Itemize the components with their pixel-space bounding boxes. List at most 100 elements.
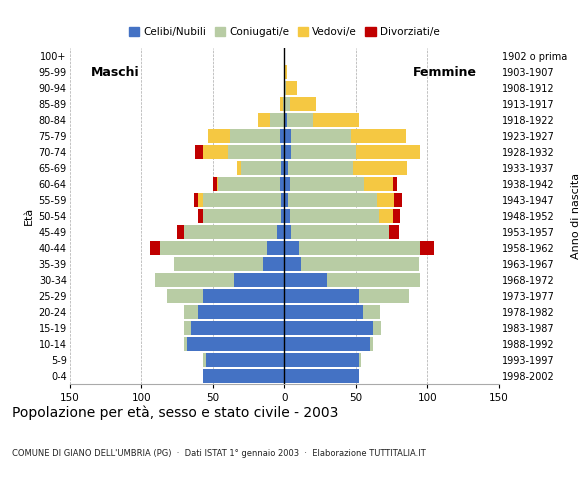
Bar xyxy=(270,113,284,127)
Bar xyxy=(290,97,316,110)
Bar xyxy=(288,161,353,175)
Bar xyxy=(280,97,283,110)
Bar xyxy=(217,178,219,191)
Bar xyxy=(208,130,230,143)
Y-axis label: Età: Età xyxy=(24,207,34,225)
Bar xyxy=(420,241,434,254)
Bar xyxy=(198,193,202,206)
Bar xyxy=(174,257,263,271)
Bar xyxy=(205,353,284,367)
Bar xyxy=(234,274,284,287)
Bar xyxy=(167,289,202,302)
Bar xyxy=(284,370,358,383)
Bar xyxy=(237,161,241,175)
Bar xyxy=(187,337,284,350)
Bar xyxy=(284,97,290,110)
Bar xyxy=(291,130,351,143)
Text: Femmine: Femmine xyxy=(414,65,477,79)
Bar xyxy=(358,289,409,302)
Bar xyxy=(284,257,302,271)
Bar xyxy=(184,322,191,335)
Bar xyxy=(370,337,373,350)
Bar xyxy=(277,226,284,239)
Bar xyxy=(284,241,299,254)
Bar xyxy=(202,209,281,223)
Bar xyxy=(284,226,291,239)
Bar xyxy=(284,305,363,319)
Bar xyxy=(177,226,184,239)
Bar xyxy=(358,353,361,367)
Bar xyxy=(191,322,284,335)
Bar xyxy=(202,145,229,158)
Bar xyxy=(259,113,270,127)
Bar xyxy=(299,241,420,254)
Bar xyxy=(288,193,377,206)
Bar xyxy=(313,113,358,127)
Bar xyxy=(327,274,420,287)
Bar xyxy=(291,226,389,239)
Bar xyxy=(364,178,393,191)
Bar xyxy=(280,130,284,143)
Text: Popolazione per età, sesso e stato civile - 2003: Popolazione per età, sesso e stato civil… xyxy=(12,406,338,420)
Bar xyxy=(284,113,287,127)
Bar xyxy=(284,337,370,350)
Bar xyxy=(230,130,280,143)
Bar xyxy=(202,353,205,367)
Bar xyxy=(150,241,160,254)
Bar xyxy=(353,161,407,175)
Bar xyxy=(195,145,202,158)
Text: Maschi: Maschi xyxy=(91,65,140,79)
Bar xyxy=(283,97,284,110)
Bar xyxy=(241,161,281,175)
Bar xyxy=(377,193,394,206)
Bar xyxy=(379,209,393,223)
Bar xyxy=(285,82,297,95)
Bar xyxy=(160,241,267,254)
Bar xyxy=(284,209,290,223)
Bar xyxy=(373,322,382,335)
Bar xyxy=(290,178,364,191)
Bar xyxy=(281,193,284,206)
Bar xyxy=(363,305,380,319)
Bar xyxy=(284,178,290,191)
Bar xyxy=(202,193,281,206)
Bar xyxy=(393,178,397,191)
Bar xyxy=(284,65,287,79)
Bar xyxy=(393,209,400,223)
Bar xyxy=(284,353,358,367)
Bar xyxy=(198,305,284,319)
Bar xyxy=(213,178,217,191)
Bar xyxy=(280,178,284,191)
Bar xyxy=(284,82,285,95)
Y-axis label: Anno di nascita: Anno di nascita xyxy=(571,173,580,259)
Bar xyxy=(291,145,356,158)
Bar xyxy=(302,257,419,271)
Bar xyxy=(284,161,288,175)
Bar xyxy=(198,209,202,223)
Bar xyxy=(263,257,284,271)
Bar xyxy=(290,209,379,223)
Text: COMUNE DI GIANO DELL'UMBRIA (PG)  ·  Dati ISTAT 1° gennaio 2003  ·  Elaborazione: COMUNE DI GIANO DELL'UMBRIA (PG) · Dati … xyxy=(12,449,425,458)
Bar xyxy=(202,370,284,383)
Legend: Celibi/Nubili, Coniugati/e, Vedovi/e, Divorziati/e: Celibi/Nubili, Coniugati/e, Vedovi/e, Di… xyxy=(125,23,444,41)
Bar xyxy=(287,113,313,127)
Bar xyxy=(356,145,420,158)
Bar xyxy=(281,209,284,223)
Bar xyxy=(202,289,284,302)
Bar xyxy=(281,145,284,158)
Bar xyxy=(267,241,284,254)
Bar xyxy=(194,193,198,206)
Bar xyxy=(155,274,234,287)
Bar xyxy=(284,322,373,335)
Bar xyxy=(284,289,358,302)
Bar xyxy=(284,145,291,158)
Bar xyxy=(184,305,198,319)
Bar xyxy=(389,226,398,239)
Bar xyxy=(284,130,291,143)
Bar xyxy=(184,226,277,239)
Bar xyxy=(229,145,281,158)
Bar xyxy=(281,161,284,175)
Bar xyxy=(284,274,327,287)
Bar xyxy=(284,193,288,206)
Bar xyxy=(184,337,187,350)
